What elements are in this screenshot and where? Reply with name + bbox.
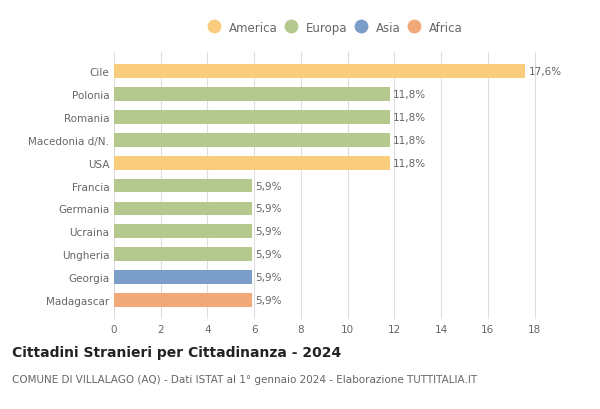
- Text: 11,8%: 11,8%: [393, 90, 427, 100]
- Text: Cittadini Stranieri per Cittadinanza - 2024: Cittadini Stranieri per Cittadinanza - 2…: [12, 346, 341, 360]
- Text: 11,8%: 11,8%: [393, 158, 427, 168]
- Bar: [114, 134, 390, 147]
- Text: 5,9%: 5,9%: [256, 181, 282, 191]
- Text: 5,9%: 5,9%: [256, 295, 282, 305]
- Text: 17,6%: 17,6%: [529, 67, 562, 77]
- Text: 11,8%: 11,8%: [393, 113, 427, 123]
- Bar: [114, 225, 252, 238]
- Bar: [114, 179, 252, 193]
- Bar: [114, 270, 252, 284]
- Text: 5,9%: 5,9%: [256, 227, 282, 237]
- Bar: [114, 65, 525, 79]
- Bar: [114, 157, 390, 170]
- Text: 5,9%: 5,9%: [256, 249, 282, 259]
- Text: 11,8%: 11,8%: [393, 135, 427, 146]
- Bar: [114, 202, 252, 216]
- Legend: America, Europa, Asia, Africa: America, Europa, Asia, Africa: [208, 19, 464, 37]
- Text: COMUNE DI VILLALAGO (AQ) - Dati ISTAT al 1° gennaio 2024 - Elaborazione TUTTITAL: COMUNE DI VILLALAGO (AQ) - Dati ISTAT al…: [12, 374, 477, 384]
- Text: 5,9%: 5,9%: [256, 272, 282, 282]
- Bar: [114, 88, 390, 102]
- Bar: [114, 248, 252, 261]
- Text: 5,9%: 5,9%: [256, 204, 282, 214]
- Bar: [114, 111, 390, 124]
- Bar: [114, 293, 252, 307]
